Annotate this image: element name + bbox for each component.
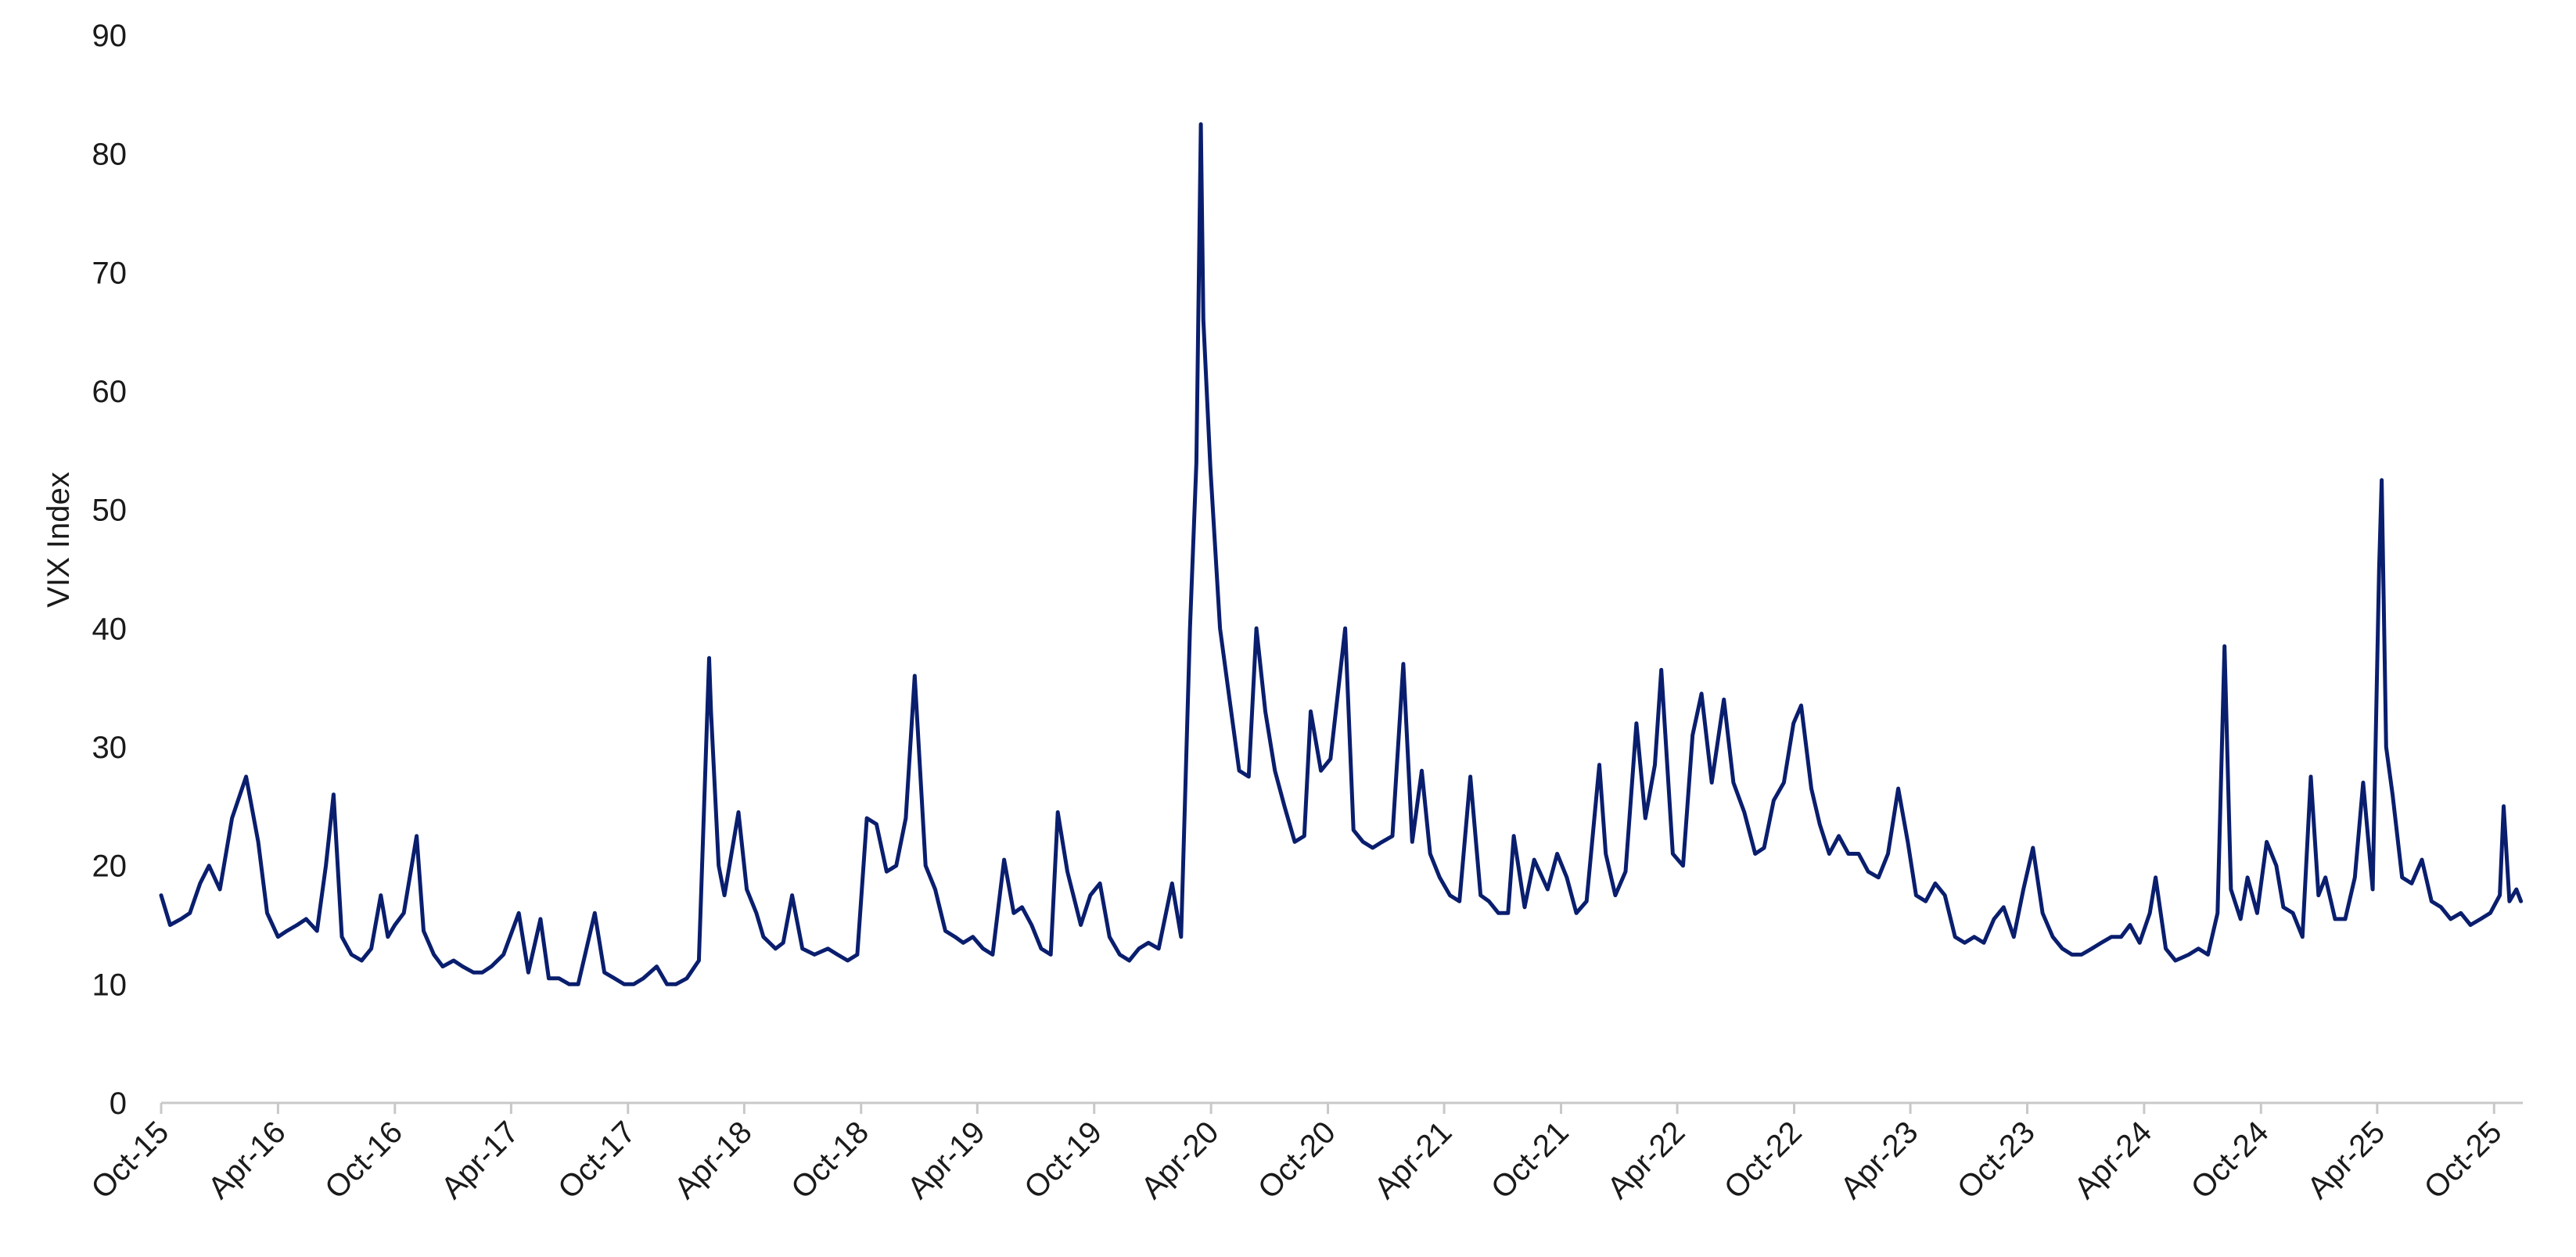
x-tick-label: Oct-17 bbox=[551, 1115, 642, 1205]
x-tick-label: Apr-24 bbox=[2068, 1115, 2158, 1205]
y-tick-label: 30 bbox=[92, 731, 128, 765]
x-tick-label: Apr-19 bbox=[901, 1115, 992, 1205]
y-axis-title: VIX Index bbox=[41, 472, 76, 607]
x-tick-label: Apr-16 bbox=[202, 1115, 293, 1205]
x-axis-ticks: Oct-15 Apr-16 Oct-16 Apr-17 Oct-17 Apr-18 Oct-… bbox=[84, 1103, 2509, 1205]
x-tick-label: Apr-18 bbox=[668, 1115, 759, 1205]
y-axis-ticks: 0 10 20 30 40 50 60 70 80 90 bbox=[92, 19, 128, 1121]
x-tick-label: Oct-18 bbox=[785, 1115, 875, 1205]
y-tick-label: 0 bbox=[110, 1086, 127, 1121]
x-tick-label: Oct-20 bbox=[1252, 1115, 1342, 1205]
x-tick-label: Apr-25 bbox=[2301, 1115, 2391, 1205]
x-tick-label: Oct-19 bbox=[1018, 1115, 1108, 1205]
x-tick-label: Apr-17 bbox=[435, 1115, 526, 1205]
y-tick-label: 40 bbox=[92, 612, 128, 646]
y-tick-label: 90 bbox=[92, 19, 128, 53]
y-tick-label: 70 bbox=[92, 256, 128, 290]
y-tick-label: 80 bbox=[92, 138, 128, 172]
x-tick-label: Apr-20 bbox=[1134, 1115, 1225, 1205]
x-tick-label: Oct-23 bbox=[1951, 1115, 2042, 1205]
x-tick-label: Oct-16 bbox=[318, 1115, 409, 1205]
x-tick-label: Oct-25 bbox=[2418, 1115, 2509, 1205]
y-axis-title-group: VIX Index bbox=[41, 472, 76, 607]
x-tick-label: Oct-15 bbox=[84, 1115, 175, 1205]
x-tick-label: Oct-22 bbox=[1718, 1115, 1809, 1205]
x-tick-label: Oct-21 bbox=[1485, 1115, 1575, 1205]
y-tick-label: 20 bbox=[92, 849, 128, 884]
y-tick-label: 10 bbox=[92, 968, 128, 1002]
x-tick-label: Apr-23 bbox=[1834, 1115, 1924, 1205]
x-tick-label: Apr-21 bbox=[1367, 1115, 1458, 1205]
series-group bbox=[159, 122, 2524, 986]
y-tick-label: 60 bbox=[92, 375, 128, 409]
x-tick-label: Apr-22 bbox=[1601, 1115, 1691, 1205]
x-tick-label: Oct-24 bbox=[2185, 1115, 2276, 1205]
vix-series-line bbox=[159, 122, 2524, 986]
y-tick-label: 50 bbox=[92, 494, 128, 528]
